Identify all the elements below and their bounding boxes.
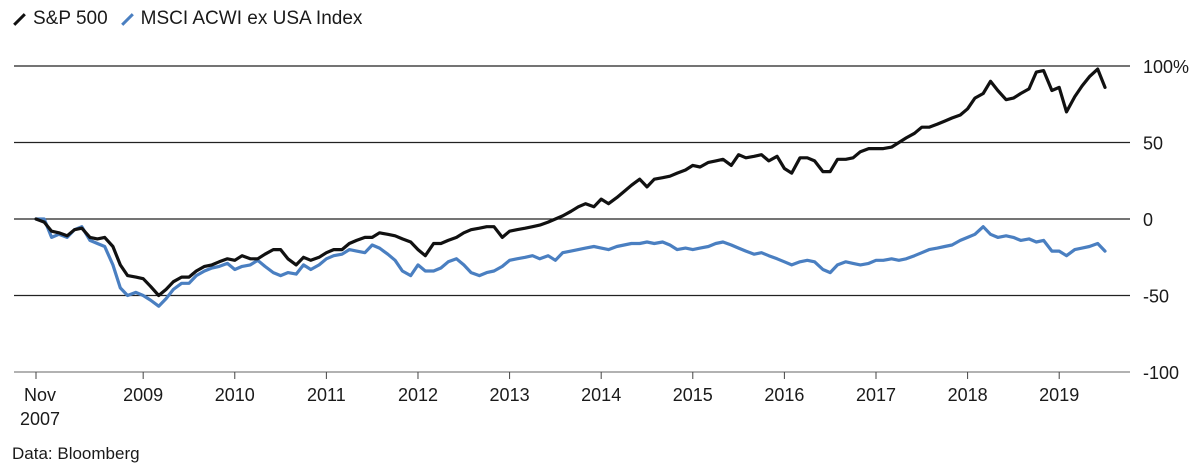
x-tick-label: 2019: [1039, 385, 1079, 405]
y-tick-label: 50: [1143, 134, 1163, 154]
y-tick-label: -100: [1143, 363, 1179, 383]
x-tick-label: 2018: [948, 385, 988, 405]
legend-item-msci: MSCI ACWI ex USA Index: [120, 8, 363, 30]
y-tick-label: -50: [1143, 287, 1169, 307]
x-tick-label: 2015: [673, 385, 713, 405]
x-tick-label: Nov: [24, 385, 56, 405]
legend-label-sp500: S&P 500: [33, 8, 108, 29]
x-tick-label: 2011: [307, 385, 346, 405]
legend-item-sp500: S&P 500: [12, 8, 108, 30]
y-tick-label: 0: [1143, 210, 1153, 230]
y-tick-label: 100%: [1143, 57, 1189, 77]
x-tick-sublabel: 2007: [20, 409, 60, 429]
x-tick-label: 2009: [123, 385, 163, 405]
x-tick-label: 2012: [398, 385, 438, 405]
legend-label-msci: MSCI ACWI ex USA Index: [140, 8, 363, 29]
x-tick-label: 2013: [490, 385, 530, 405]
x-tick-label: 2014: [581, 385, 621, 405]
series-line-msci-acwi-ex-usa: [34, 217, 1107, 308]
legend: S&P 500 MSCI ACWI ex USA Index: [12, 8, 374, 30]
x-tick-label: 2010: [215, 385, 255, 405]
x-tick-label: 2017: [856, 385, 896, 405]
series-line-sp500: [34, 67, 1107, 298]
x-tick-label: 2016: [764, 385, 804, 405]
source-note: Data: Bloomberg: [12, 444, 140, 463]
